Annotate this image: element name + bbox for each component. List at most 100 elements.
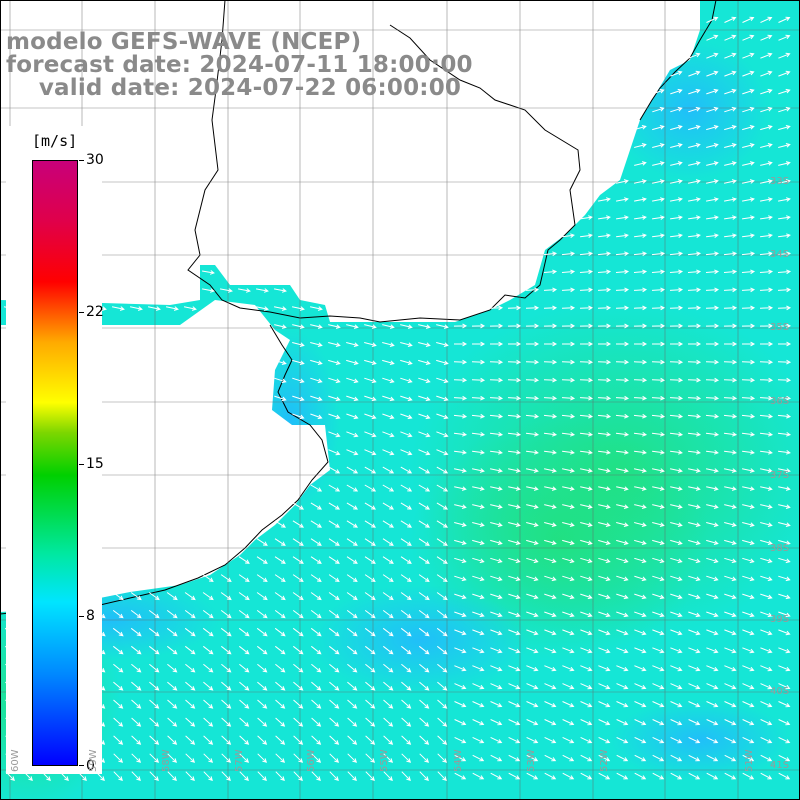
wind-arrow [220, 288, 233, 293]
wind-arrow [328, 502, 340, 510]
wind-arrow [760, 611, 773, 618]
wind-arrow [543, 395, 558, 401]
wind-arrow [561, 395, 576, 401]
wind-arrow [149, 717, 160, 727]
wind-arrow [364, 324, 377, 329]
wind-arrow [580, 754, 593, 762]
wind-arrow [724, 665, 737, 672]
wind-arrow [634, 215, 647, 220]
wind-arrow [166, 627, 178, 637]
wind-arrow [454, 341, 468, 347]
wind-arrow [688, 197, 701, 202]
wind-arrow [257, 735, 268, 745]
wind-arrow [292, 538, 304, 546]
wind-arrow [634, 772, 647, 780]
wind-arrow [760, 736, 773, 744]
wind-arrow [580, 629, 593, 636]
wind-arrow [202, 592, 214, 601]
wind-arrow [616, 522, 629, 527]
wind-arrow [688, 450, 701, 455]
wind-arrow [526, 629, 539, 636]
wind-arrow [706, 34, 719, 41]
wind-arrow [562, 504, 575, 509]
wind-arrow [652, 197, 665, 202]
wind-arrow [508, 772, 521, 780]
wind-arrow [383, 735, 394, 745]
wind-arrow [149, 753, 160, 763]
wind-arrow [292, 324, 305, 329]
latitude-label: 34S [770, 249, 790, 260]
wind-arrow [706, 629, 719, 636]
wind-arrow [436, 520, 449, 528]
wind-arrow [688, 106, 701, 113]
wind-arrow [364, 484, 377, 492]
wind-arrow [365, 663, 376, 673]
wind-arrow [724, 772, 737, 780]
wind-arrow [706, 161, 719, 166]
wind-arrow [490, 504, 503, 509]
wind-arrow [652, 575, 665, 582]
wind-arrow [706, 468, 719, 473]
wind-arrow [724, 341, 738, 347]
latitude-label: 33S [770, 176, 790, 187]
wind-arrow [742, 557, 755, 564]
wind-arrow [616, 179, 629, 184]
wind-arrow [400, 395, 413, 402]
wind-arrow [131, 663, 142, 673]
wind-arrow [454, 468, 467, 473]
wind-arrow [579, 377, 594, 383]
wind-arrow [149, 771, 159, 782]
wind-arrow [778, 16, 791, 23]
wind-arrow [705, 251, 720, 257]
wind-arrow [724, 629, 737, 636]
wind-arrow [778, 143, 791, 148]
wind-arrow [167, 717, 178, 727]
wind-arrow [400, 466, 413, 474]
wind-arrow [131, 681, 142, 691]
wind-arrow [239, 771, 249, 782]
wind-arrow [382, 359, 395, 365]
longitude-label: 53W [526, 749, 537, 772]
wind-arrow [454, 611, 467, 618]
wind-arrow [724, 719, 737, 726]
wind-arrow [400, 627, 412, 637]
wind-arrow [652, 468, 665, 473]
wind-arrow [112, 627, 124, 637]
wind-arrow [489, 431, 504, 437]
wind-arrow [723, 251, 738, 257]
wind-arrow [562, 701, 575, 708]
wind-arrow [778, 629, 791, 636]
wind-arrow [544, 341, 558, 347]
longitude-label: 51W [744, 749, 755, 772]
wind-arrow [544, 593, 557, 600]
wind-arrow [706, 215, 719, 220]
wind-arrow [670, 772, 683, 780]
wind-arrow [706, 197, 719, 202]
wind-arrow [561, 377, 576, 383]
wind-arrow [760, 34, 773, 41]
wind-arrow [634, 557, 647, 564]
wind-arrow [597, 287, 612, 293]
wind-arrow [705, 305, 720, 311]
wind-arrow [778, 179, 791, 184]
wind-arrow [543, 359, 558, 365]
wind-arrow [706, 504, 719, 509]
wind-arrow [616, 575, 629, 582]
wind-arrow [453, 377, 468, 383]
wind-arrow [615, 431, 630, 437]
wind-arrow [669, 359, 684, 365]
wind-arrow [453, 323, 468, 329]
wind-arrow [688, 52, 701, 59]
wind-arrow [634, 522, 647, 527]
wind-arrow [616, 215, 629, 220]
wind-arrow [778, 341, 792, 347]
wind-arrow [185, 717, 196, 727]
wind-arrow [580, 486, 593, 491]
wind-arrow [311, 717, 322, 727]
wind-arrow [580, 522, 593, 527]
wind-arrow [508, 647, 521, 654]
longitude-label: 59W [88, 749, 99, 772]
wind-arrow [634, 179, 647, 184]
wind-arrow [724, 522, 737, 527]
wind-arrow [508, 701, 521, 708]
